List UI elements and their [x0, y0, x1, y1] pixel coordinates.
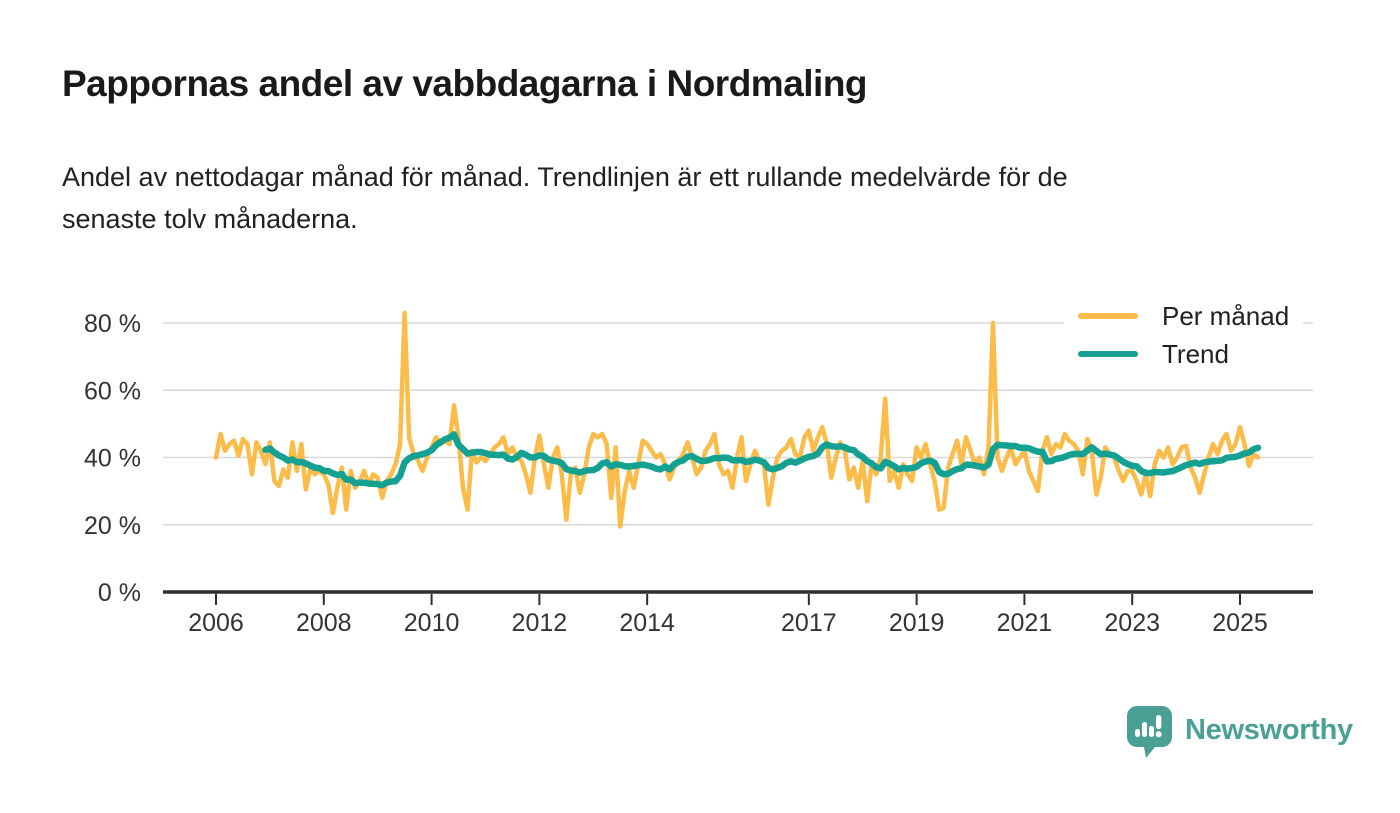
svg-text:2017: 2017	[781, 609, 837, 637]
chart-subtitle-line1: Andel av nettodagar månad för månad. Tre…	[62, 162, 1068, 192]
svg-text:2019: 2019	[889, 609, 945, 637]
chart-legend: Per månad Trend	[1064, 293, 1304, 379]
per-manad-line-swatch	[1078, 313, 1138, 319]
svg-text:60 %: 60 %	[84, 377, 141, 405]
chart-title: Pappornas andel av vabbdagarna i Nordmal…	[62, 63, 868, 104]
svg-text:20 %: 20 %	[84, 512, 141, 540]
svg-text:2025: 2025	[1212, 609, 1268, 637]
svg-text:2023: 2023	[1104, 609, 1160, 637]
legend-item-trend: Trend	[1078, 335, 1289, 373]
svg-text:2021: 2021	[997, 609, 1053, 637]
svg-text:0 %: 0 %	[98, 579, 141, 607]
svg-text:80 %: 80 %	[84, 310, 141, 338]
svg-text:2014: 2014	[619, 609, 675, 637]
legend-label-trend: Trend	[1162, 338, 1229, 369]
chart-subtitle-line2: senaste tolv månaderna.	[62, 204, 358, 234]
svg-text:2010: 2010	[404, 609, 460, 637]
svg-text:2008: 2008	[296, 609, 352, 637]
logo-bar-chart-glyph	[1135, 715, 1162, 738]
chart-subtitle: Andel av nettodagar månad för månad. Tre…	[62, 156, 1068, 240]
svg-text:40 %: 40 %	[84, 445, 141, 473]
legend-item-per-manad: Per månad	[1078, 297, 1289, 335]
newsworthy-brand: Newsworthy	[1126, 705, 1353, 759]
svg-text:2006: 2006	[188, 609, 244, 637]
newsworthy-brand-text: Newsworthy	[1185, 713, 1353, 746]
svg-text:2012: 2012	[512, 609, 568, 637]
trend-line-swatch	[1078, 351, 1138, 357]
legend-label-per-manad: Per månad	[1162, 300, 1290, 331]
newsworthy-logo-icon	[1127, 706, 1172, 758]
